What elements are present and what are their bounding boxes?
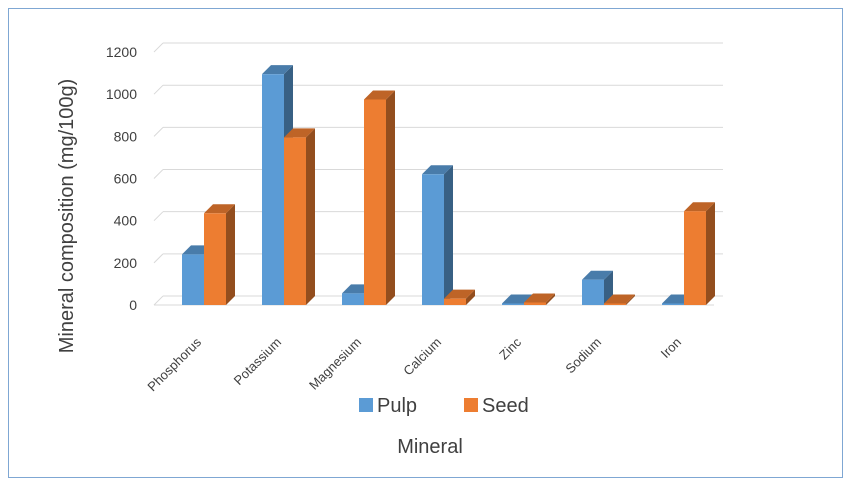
bar-seed-potassium: [284, 128, 315, 305]
x-tick-label: Iron: [658, 335, 684, 361]
gridline-depth: [153, 295, 164, 306]
x-tick-label: Potassium: [231, 335, 285, 389]
bar-seed-iron: [684, 202, 715, 305]
x-tick-label: Zinc: [496, 334, 524, 362]
x-tick-label: Magnesium: [306, 335, 364, 393]
gridline-depth: [153, 84, 164, 95]
bar-pulp-sodium: [582, 270, 613, 305]
legend-label: Pulp: [377, 395, 417, 417]
bars: [182, 65, 715, 305]
legend-item-pulp: Pulp: [359, 395, 417, 417]
y-axis-title: Mineral composition (mg/100g): [56, 79, 78, 354]
gridline-depth: [153, 127, 164, 137]
y-tick-label: 600: [114, 171, 138, 187]
legend-item-seed: Seed: [464, 395, 529, 417]
bar-pulp-calcium: [422, 165, 453, 305]
bar-seed-phosphorus: [204, 204, 235, 305]
y-tick-label: 400: [114, 213, 138, 229]
y-tick-label: 200: [114, 255, 138, 271]
y-axis-ticks: 0 200 400 600 800 1000 1200: [106, 44, 137, 313]
legend-label: Seed: [482, 395, 529, 417]
y-tick-label: 1200: [106, 44, 137, 60]
x-tick-label: Sodium: [562, 335, 604, 377]
bar-seed-calcium: [444, 289, 475, 305]
chart-svg: 0 200 400 600 800 1000 1200 Phosphorus Potassiu…: [56, 42, 723, 458]
bar-seed-magnesium: [364, 90, 395, 305]
y-tick-label: 1000: [106, 86, 137, 102]
x-axis-categories: Phosphorus Potassium Magnesium Calcium Zinc S…: [144, 334, 684, 394]
x-tick-label: Calcium: [400, 335, 444, 379]
legend-swatch: [464, 398, 478, 412]
gridline-depth: [153, 42, 164, 53]
bar-seed-zinc: [524, 293, 555, 305]
legend-swatch: [359, 398, 373, 412]
legend: Pulp Seed: [359, 395, 529, 417]
gridline-depth: [153, 253, 164, 264]
y-tick-label: 800: [114, 128, 138, 144]
x-axis-title: Mineral: [397, 436, 463, 458]
chart-frame: 0 200 400 600 800 1000 1200 Phosphorus Potassiu…: [8, 8, 843, 478]
y-tick-label: 0: [129, 297, 137, 313]
x-tick-label: Phosphorus: [144, 334, 204, 394]
bar-seed-sodium: [604, 294, 635, 305]
gridline-depth: [153, 211, 164, 222]
gridline-depth: [153, 169, 164, 179]
